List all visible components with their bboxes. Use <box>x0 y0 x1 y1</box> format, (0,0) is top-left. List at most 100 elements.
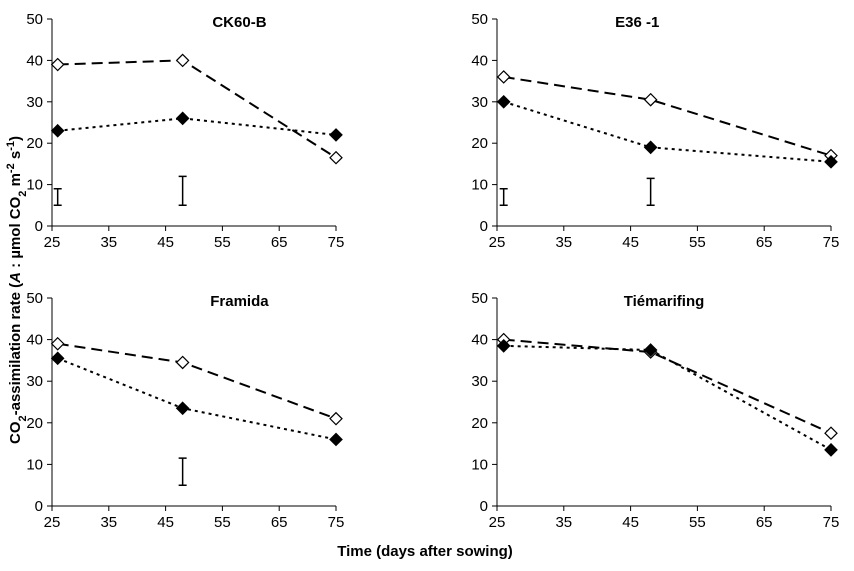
y-tick-label: 40 <box>471 332 488 349</box>
series-line <box>57 59 337 159</box>
y-label-part: -2 <box>5 163 17 173</box>
y-label-part: 2 <box>17 191 29 197</box>
x-tick-label: 35 <box>100 514 117 531</box>
x-tick-label: 35 <box>555 514 572 531</box>
y-tick-label: 50 <box>471 290 488 307</box>
y-tick-label: 50 <box>26 11 43 28</box>
x-tick-label: 65 <box>271 514 288 531</box>
x-tick-label: 75 <box>823 514 840 531</box>
marker <box>496 338 511 353</box>
series-line <box>503 344 832 451</box>
x-tick-label: 35 <box>555 234 572 251</box>
y-tick-label: 40 <box>26 52 43 69</box>
y-label-part: -1 <box>5 141 17 151</box>
marker <box>643 140 658 155</box>
y-label-part: A <box>7 272 24 284</box>
panel-title: E36 -1 <box>615 14 659 31</box>
x-tick-label: 45 <box>157 514 174 531</box>
marker <box>175 53 190 68</box>
y-tick-label: 30 <box>26 94 43 111</box>
y-tick-label: 50 <box>471 11 488 28</box>
marker <box>329 411 343 426</box>
marker <box>496 70 511 84</box>
panel-title: Tiémarifing <box>624 293 705 310</box>
marker <box>824 154 838 169</box>
y-axis-label: CO2-assimilation rate (A : µmol CO2 m-2 … <box>5 136 29 444</box>
y-tick-label: 30 <box>471 94 488 111</box>
y-label-part: ) <box>7 136 24 141</box>
marker <box>50 336 65 351</box>
y-label-part: s <box>7 151 24 164</box>
x-tick-label: 65 <box>271 234 288 251</box>
y-tick-label: 20 <box>471 135 488 152</box>
x-tick-label: 75 <box>823 234 840 251</box>
marker <box>643 343 658 357</box>
y-tick-label: 10 <box>471 177 488 194</box>
error-bar <box>178 457 187 486</box>
series-line <box>57 117 337 136</box>
series-line <box>503 100 832 163</box>
y-tick-label: 40 <box>26 332 43 349</box>
x-tick-label: 25 <box>489 234 506 251</box>
marker <box>175 401 190 416</box>
marker <box>329 150 343 165</box>
y-label-part: -assimilation rate ( <box>7 283 24 416</box>
marker <box>175 355 190 370</box>
x-axis-label: Time (days after sowing) <box>337 543 513 560</box>
y-tick-label: 10 <box>471 456 488 473</box>
error-bar <box>499 187 508 207</box>
y-tick-label: 30 <box>471 373 488 390</box>
y-tick-label: 20 <box>471 415 488 432</box>
y-tick-label: 10 <box>26 456 43 473</box>
y-tick-label: 20 <box>26 415 43 432</box>
y-tick-label: 10 <box>26 177 43 194</box>
y-tick-label: 0 <box>480 498 488 515</box>
error-bar <box>178 175 187 207</box>
x-tick-label: 65 <box>756 234 773 251</box>
series-line <box>503 75 832 157</box>
y-tick-label: 40 <box>471 52 488 69</box>
marker <box>175 111 190 126</box>
y-tick-label: 0 <box>35 218 43 235</box>
x-tick-label: 25 <box>44 514 61 531</box>
marker <box>329 432 343 447</box>
y-label-part: 2 <box>17 415 29 421</box>
marker <box>824 426 838 441</box>
y-tick-label: 50 <box>26 290 43 307</box>
x-tick-label: 55 <box>214 234 231 251</box>
y-label-part: : µmol CO <box>7 196 24 272</box>
marker <box>643 92 658 107</box>
y-tick-label: 0 <box>480 218 488 235</box>
error-bar <box>53 187 62 207</box>
y-label-part: m <box>7 173 24 191</box>
marker <box>50 123 65 138</box>
y-label-part: CO <box>7 421 24 444</box>
panel-title: CK60-B <box>212 14 266 31</box>
y-tick-label: 0 <box>35 498 43 515</box>
panel-title: Framida <box>210 293 269 310</box>
series-line <box>57 342 337 420</box>
marker <box>50 351 65 366</box>
x-tick-label: 55 <box>214 514 231 531</box>
x-tick-label: 55 <box>689 514 706 531</box>
series-line <box>503 338 832 435</box>
x-tick-label: 55 <box>689 234 706 251</box>
marker <box>329 128 343 142</box>
series-line <box>57 357 337 441</box>
marker <box>496 94 511 109</box>
x-tick-label: 45 <box>157 234 174 251</box>
error-bar <box>646 177 655 207</box>
marker <box>824 442 838 457</box>
x-tick-label: 75 <box>328 514 345 531</box>
x-tick-label: 45 <box>622 234 639 251</box>
marker <box>50 57 65 72</box>
x-tick-label: 45 <box>622 514 639 531</box>
y-tick-label: 30 <box>26 373 43 390</box>
x-tick-label: 25 <box>44 234 61 251</box>
y-tick-label: 20 <box>26 135 43 152</box>
x-tick-label: 65 <box>756 514 773 531</box>
x-tick-label: 75 <box>328 234 345 251</box>
x-tick-label: 25 <box>489 514 506 531</box>
